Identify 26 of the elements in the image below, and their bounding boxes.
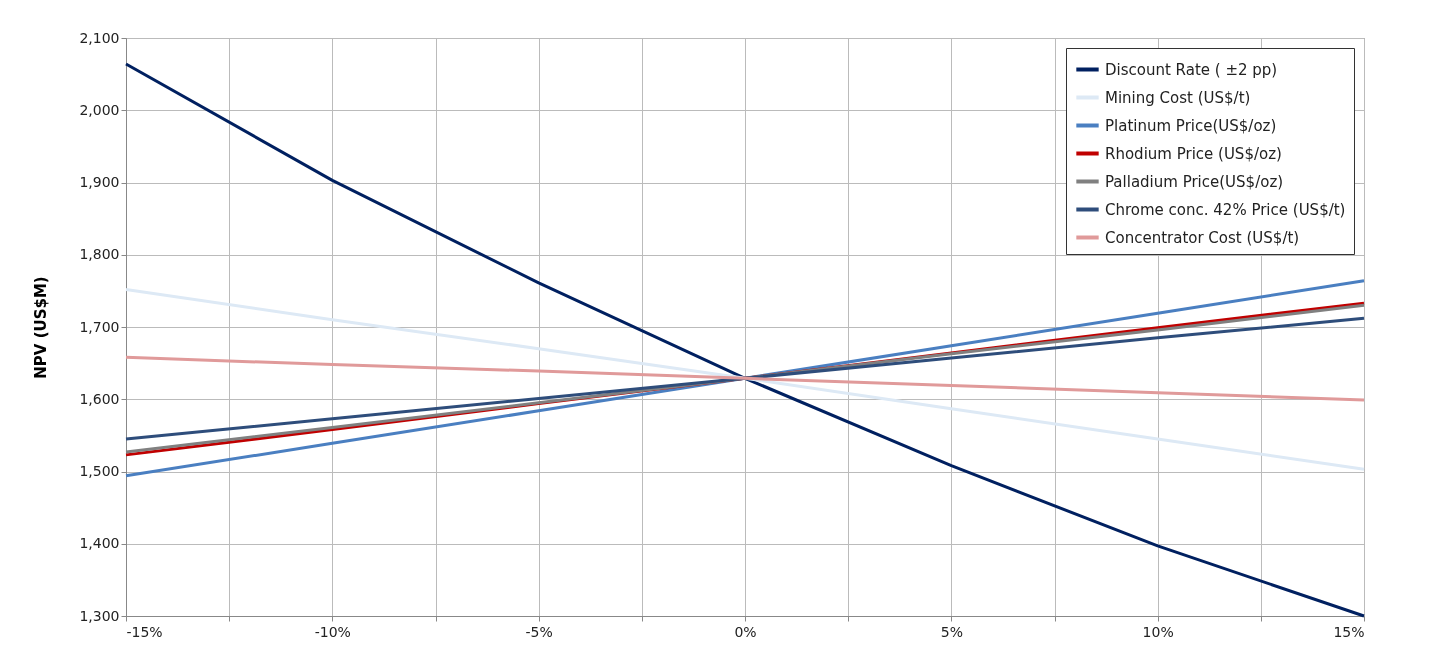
x-tick-label: 5% (940, 623, 963, 640)
y-tick-label: 1,400 (79, 535, 120, 552)
y-tick-label: 2,000 (79, 101, 120, 118)
line-series (124, 355, 1366, 402)
x-tick-label: -15% (126, 623, 163, 640)
x-tick-label: -10% (314, 623, 351, 640)
legend-label: Rhodium Price (US$/oz) (1105, 144, 1282, 163)
legend-label: Platinum Price(US$/oz) (1105, 116, 1277, 135)
legend-label: Discount Rate ( ±2 pp) (1105, 60, 1278, 79)
y-tick-label: 1,300 (79, 607, 120, 624)
legend-label: Concentrator Cost (US$/t) (1105, 228, 1300, 247)
y-tick-label: 1,600 (79, 390, 120, 407)
x-tick-label: 10% (1142, 623, 1174, 640)
x-tick-label: 0% (734, 623, 757, 640)
legend-label: Mining Cost (US$/t) (1105, 88, 1251, 107)
line-series (124, 316, 1366, 441)
y-axis-title: NPV (US$M) (32, 276, 51, 379)
y-tick-label: 1,800 (79, 246, 120, 263)
legend-label: Chrome conc. 42% Price (US$/t) (1105, 200, 1346, 219)
y-tick-label: 2,100 (79, 29, 120, 46)
y-tick-label: 1,500 (79, 463, 120, 479)
y-tick-label: 1,900 (79, 174, 120, 190)
x-tick-label: -5% (525, 623, 553, 640)
x-tick-label: 15% (1333, 623, 1365, 640)
legend-label: Palladium Price(US$/oz) (1105, 172, 1284, 191)
y-tick-label: 1,700 (79, 318, 120, 335)
